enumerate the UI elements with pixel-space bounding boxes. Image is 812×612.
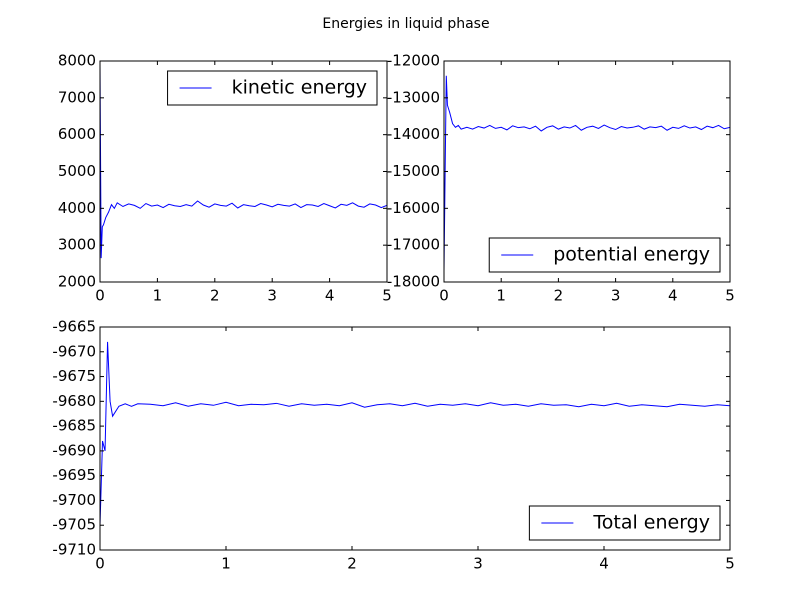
x-tick-label: 5 [725,555,735,573]
x-tick-label: 4 [668,287,678,305]
y-tick-label: 7000 [58,88,96,106]
y-tick-label: -9710 [52,541,96,559]
x-tick-label: 3 [473,555,483,573]
legend: potential energy [488,237,721,273]
y-tick-label: -15000 [387,162,440,180]
x-tick-label: 4 [599,555,609,573]
x-tick-label: 0 [439,287,449,305]
y-tick-label: -9680 [52,392,96,410]
x-tick-label: 3 [267,287,277,305]
axes-frame [99,326,731,551]
y-tick-label: 4000 [58,199,96,217]
y-tick-label: -9670 [52,342,96,360]
legend-label: kinetic energy [232,77,367,99]
legend: Total energy [528,505,721,541]
y-tick-label: 8000 [58,52,96,70]
y-tick-label: -9685 [52,417,96,435]
y-tick-label: 5000 [58,162,96,180]
x-tick-label: 3 [611,287,621,305]
x-tick-label: 0 [95,555,105,573]
x-tick-label: 5 [725,287,735,305]
y-tick-label: 6000 [58,125,96,143]
legend-label: Total energy [592,512,710,534]
y-tick-label: 3000 [58,236,96,254]
y-tick-label: -13000 [387,88,440,106]
data-line [100,64,387,259]
y-tick-label: 2000 [58,273,96,291]
y-tick-label: -18000 [387,273,440,291]
y-tick-label: -16000 [387,199,440,217]
y-tick-label: -9705 [52,516,96,534]
legend: kinetic energy [167,70,378,106]
y-tick-label: -14000 [387,125,440,143]
y-tick-label: -9700 [52,491,96,509]
data-line [100,341,730,526]
y-tick-label: -12000 [387,52,440,70]
x-tick-label: 4 [325,287,335,305]
y-tick-label: -17000 [387,236,440,254]
y-tick-label: -9695 [52,466,96,484]
x-tick-label: 2 [210,287,220,305]
y-tick-label: -9665 [52,318,96,336]
x-tick-label: 0 [95,287,105,305]
x-tick-label: 1 [221,555,231,573]
data-line [444,75,730,271]
x-tick-label: 1 [496,287,506,305]
x-tick-label: 1 [153,287,163,305]
legend-label: potential energy [553,244,710,266]
y-tick-label: -9675 [52,367,96,385]
figure-title: Energies in liquid phase [322,16,489,32]
x-tick-label: 5 [382,287,392,305]
x-tick-label: 2 [347,555,357,573]
y-tick-label: -9690 [52,441,96,459]
x-tick-label: 2 [554,287,564,305]
